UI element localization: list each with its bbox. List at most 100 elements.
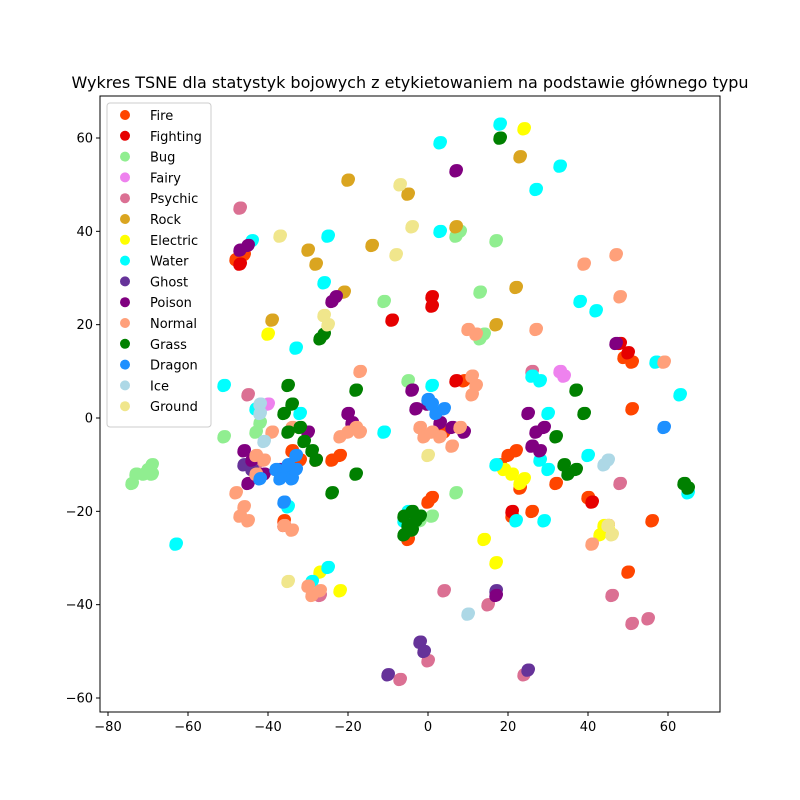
data-point [417, 647, 429, 659]
data-point [649, 357, 661, 369]
data-point [129, 469, 141, 481]
data-point [553, 161, 565, 173]
data-point [257, 455, 269, 467]
x-tick-label: 20 [500, 720, 517, 735]
legend-marker [120, 380, 130, 391]
legend-label: Fairy [150, 171, 181, 186]
data-point [513, 479, 525, 491]
data-point [489, 236, 501, 248]
data-point [333, 586, 345, 598]
data-point [529, 325, 541, 337]
series-dragon [253, 392, 671, 509]
data-point [673, 390, 685, 402]
data-point [625, 619, 637, 631]
y-tick-label: 0 [85, 412, 93, 427]
legend-marker [120, 130, 130, 141]
data-point [537, 423, 549, 435]
data-point [489, 320, 501, 332]
data-point [237, 446, 249, 458]
data-point [641, 614, 653, 626]
series-normal [229, 248, 671, 603]
data-point [249, 427, 261, 439]
data-point [401, 189, 413, 201]
data-point [389, 250, 401, 262]
legend-marker [120, 172, 130, 183]
legend-entry-poison: Poison [120, 296, 192, 311]
data-point [421, 451, 433, 463]
legend-marker [120, 234, 130, 245]
plot-frame [99, 95, 721, 713]
data-point [241, 241, 253, 253]
data-point [569, 465, 581, 477]
data-point [309, 455, 321, 467]
data-point [609, 339, 621, 351]
data-point [413, 511, 425, 523]
legend-label: Grass [150, 338, 187, 353]
data-point [549, 432, 561, 444]
legend-label: Dragon [150, 359, 198, 374]
series-ghost [237, 458, 535, 682]
data-point [621, 348, 633, 360]
legend-entry-dragon: Dragon [120, 359, 198, 374]
legend-entry-fire: Fire [120, 109, 173, 124]
data-point [405, 222, 417, 234]
legend-label: Ice [150, 379, 169, 394]
data-point [241, 390, 253, 402]
data-point [501, 451, 513, 463]
legend-label: Fighting [150, 130, 202, 145]
data-point [333, 432, 345, 444]
data-point [289, 451, 301, 463]
data-point [489, 460, 501, 472]
data-point [601, 455, 613, 467]
data-point [605, 591, 617, 603]
legend-entry-fighting: Fighting [120, 130, 202, 145]
data-point [521, 665, 533, 677]
data-point [581, 451, 593, 463]
x-tick-label: −80 [94, 720, 121, 735]
legend-label: Ghost [150, 275, 188, 290]
chart-title: Wykres TSNE dla statystyk bojowych z ety… [71, 73, 748, 92]
legend-entry-fairy: Fairy [120, 171, 181, 186]
data-point [605, 530, 617, 542]
data-point [509, 516, 521, 528]
data-point [273, 474, 285, 486]
legend-label: Ground [150, 400, 198, 415]
legend-entry-electric: Electric [120, 234, 198, 249]
data-point [317, 278, 329, 290]
data-point [481, 600, 493, 612]
legend-marker [120, 297, 130, 308]
data-point [533, 446, 545, 458]
legend-label: Rock [150, 213, 182, 228]
data-point [253, 409, 265, 421]
legend-label: Bug [150, 151, 175, 166]
data-point [657, 357, 669, 369]
data-point [477, 535, 489, 547]
data-point [549, 479, 561, 491]
data-point [469, 381, 481, 393]
legend-label: Psychic [150, 192, 198, 207]
legend-label: Water [150, 255, 189, 270]
data-point [377, 297, 389, 309]
data-point [381, 670, 393, 682]
series-psychic [233, 201, 655, 687]
y-tick-label: 40 [76, 225, 93, 240]
data-point [449, 166, 461, 178]
data-point [469, 329, 481, 341]
x-tick-label: 0 [424, 720, 432, 735]
legend: Fire Fighting Bug Fairy Psychic Rock Electric W… [106, 102, 212, 428]
legend-marker [120, 193, 130, 204]
data-point [541, 465, 553, 477]
data-point [297, 437, 309, 449]
data-point [449, 376, 461, 388]
x-axis: −80 −60 −40 −20 0 20 40 60 [94, 712, 676, 735]
data-point [421, 656, 433, 668]
data-point [613, 292, 625, 304]
legend-entry-ghost: Ghost [120, 275, 188, 290]
data-point [429, 409, 441, 421]
y-tick-label: 60 [76, 132, 93, 147]
x-tick-label: −60 [174, 720, 201, 735]
data-point [261, 329, 273, 341]
data-point [425, 301, 437, 313]
data-point [313, 586, 325, 598]
data-point [553, 367, 565, 379]
